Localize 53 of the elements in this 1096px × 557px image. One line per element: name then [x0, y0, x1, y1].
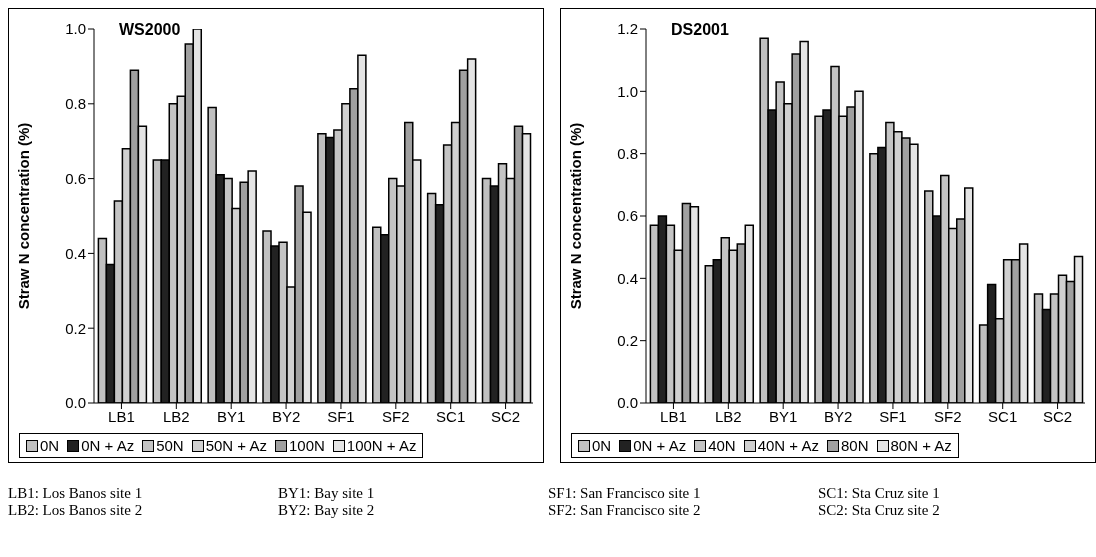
text: SF1: San Francisco site 1	[548, 485, 702, 502]
y-tick-label: 1.2	[617, 20, 638, 38]
y-tick-label: 0.2	[65, 319, 86, 337]
text: SC1: Sta Cruz site 1	[818, 485, 941, 502]
legend-label: 40N	[707, 437, 736, 454]
legend-label: 0N + Az	[632, 437, 687, 454]
legend-label: 80N	[839, 437, 869, 454]
x-tick-label: LB1	[660, 407, 687, 425]
x-tick-label: BY2	[823, 407, 853, 425]
x-tick-label: SC2	[490, 407, 521, 425]
chart-title: DS2001	[671, 21, 729, 39]
text: SC2: Sta Cruz site 2	[818, 502, 941, 519]
x-tick-label: SC2	[1042, 407, 1073, 425]
text: LB1: Los Banos site 1	[8, 485, 144, 502]
legend-label: 50N	[155, 437, 184, 454]
x-tick-label: BY1	[769, 407, 798, 425]
y-tick-label: 0.0	[617, 394, 638, 412]
y-axis-title: Straw N concentration (%)	[15, 122, 33, 310]
x-tick-label: BY2	[271, 407, 301, 425]
legend-label: 0N	[591, 437, 612, 454]
text: BY2: Bay site 2	[278, 502, 376, 519]
y-tick-label: 0.8	[65, 95, 86, 113]
x-tick-label: SC1	[988, 407, 1018, 425]
legend-label: 50N + Az	[204, 437, 267, 454]
x-tick-label: SF2	[934, 407, 962, 425]
x-tick-label: SC1	[436, 407, 466, 425]
y-tick-label: 0.4	[65, 244, 86, 262]
legend-label: 0N	[39, 437, 60, 454]
y-tick-label: 0.6	[65, 169, 86, 187]
legend-label: 80N + Az	[889, 437, 952, 454]
y-tick-label: 0.8	[617, 144, 638, 162]
y-tick-label: 1.0	[617, 82, 638, 100]
y-tick-label: 0.0	[65, 394, 86, 412]
x-tick-label: SF1	[879, 407, 907, 425]
x-tick-label: SF1	[327, 407, 355, 425]
y-axis-title: Straw N concentration (%)	[567, 122, 585, 310]
text: BY1: Bay site 1	[278, 485, 376, 502]
x-tick-label: LB2	[162, 407, 190, 425]
chart-title: WS2000	[119, 21, 181, 39]
y-tick-label: 0.6	[617, 207, 638, 225]
legend-label: 0N + Az	[80, 437, 135, 454]
y-tick-label: 0.2	[617, 331, 638, 349]
x-tick-label: BY1	[217, 407, 246, 425]
x-tick-label: LB2	[714, 407, 742, 425]
legend-label: 100N + Az	[345, 437, 417, 454]
x-tick-label: LB1	[108, 407, 135, 425]
legend-label: 100N	[287, 437, 325, 454]
y-tick-label: 1.0	[65, 20, 86, 38]
text: LB2: Los Banos site 2	[8, 502, 144, 519]
x-tick-label: SF2	[382, 407, 410, 425]
y-tick-label: 0.4	[617, 269, 638, 287]
text: SF2: San Francisco site 2	[548, 502, 702, 519]
legend-label: 40N + Az	[756, 437, 819, 454]
